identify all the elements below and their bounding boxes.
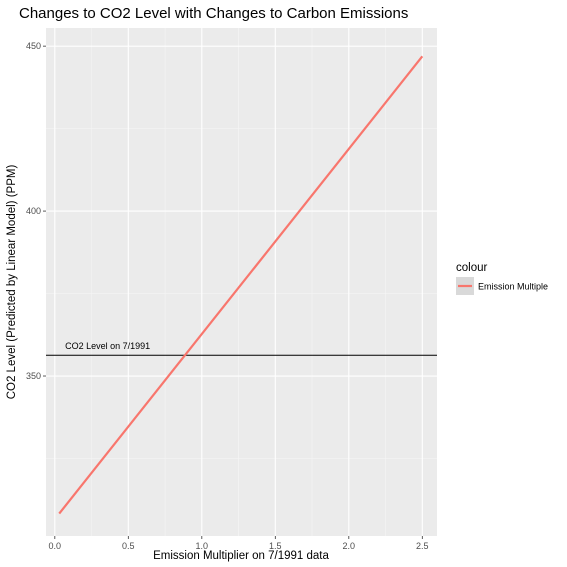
x-tick-label: 1.5 <box>269 541 282 551</box>
y-axis: 350 400 450 <box>26 41 46 381</box>
minor-gridlines <box>46 28 437 536</box>
x-tick-label: 2.0 <box>343 541 356 551</box>
series-line-emission-multiple <box>58 55 424 515</box>
x-tick-label: 1.0 <box>196 541 209 551</box>
legend-title: colour <box>456 262 487 274</box>
major-gridlines <box>46 28 437 536</box>
x-tick-label: 0.5 <box>122 541 135 551</box>
reference-line-group: CO2 Level on 7/1991 <box>46 341 437 356</box>
y-tick-label: 350 <box>26 371 41 381</box>
x-tick-label: 2.5 <box>416 541 429 551</box>
legend: colour Emission Multiple <box>456 262 548 295</box>
y-tick-label: 450 <box>26 41 41 51</box>
reference-line-label: CO2 Level on 7/1991 <box>65 341 150 351</box>
series-lines <box>58 55 424 515</box>
x-axis: 0.0 0.5 1.0 1.5 2.0 2.5 <box>49 536 429 551</box>
y-axis-title: CO2 Level (Predicted by Linear Model) (P… <box>6 165 18 400</box>
chart-title: Changes to CO2 Level with Changes to Car… <box>19 5 408 22</box>
plot-panel <box>46 28 437 536</box>
x-axis-title: Emission Multiplier on 7/1991 data <box>153 550 329 562</box>
x-tick-label: 0.0 <box>49 541 62 551</box>
y-tick-label: 400 <box>26 206 41 216</box>
legend-label-emission-multiple: Emission Multiple <box>478 282 548 292</box>
